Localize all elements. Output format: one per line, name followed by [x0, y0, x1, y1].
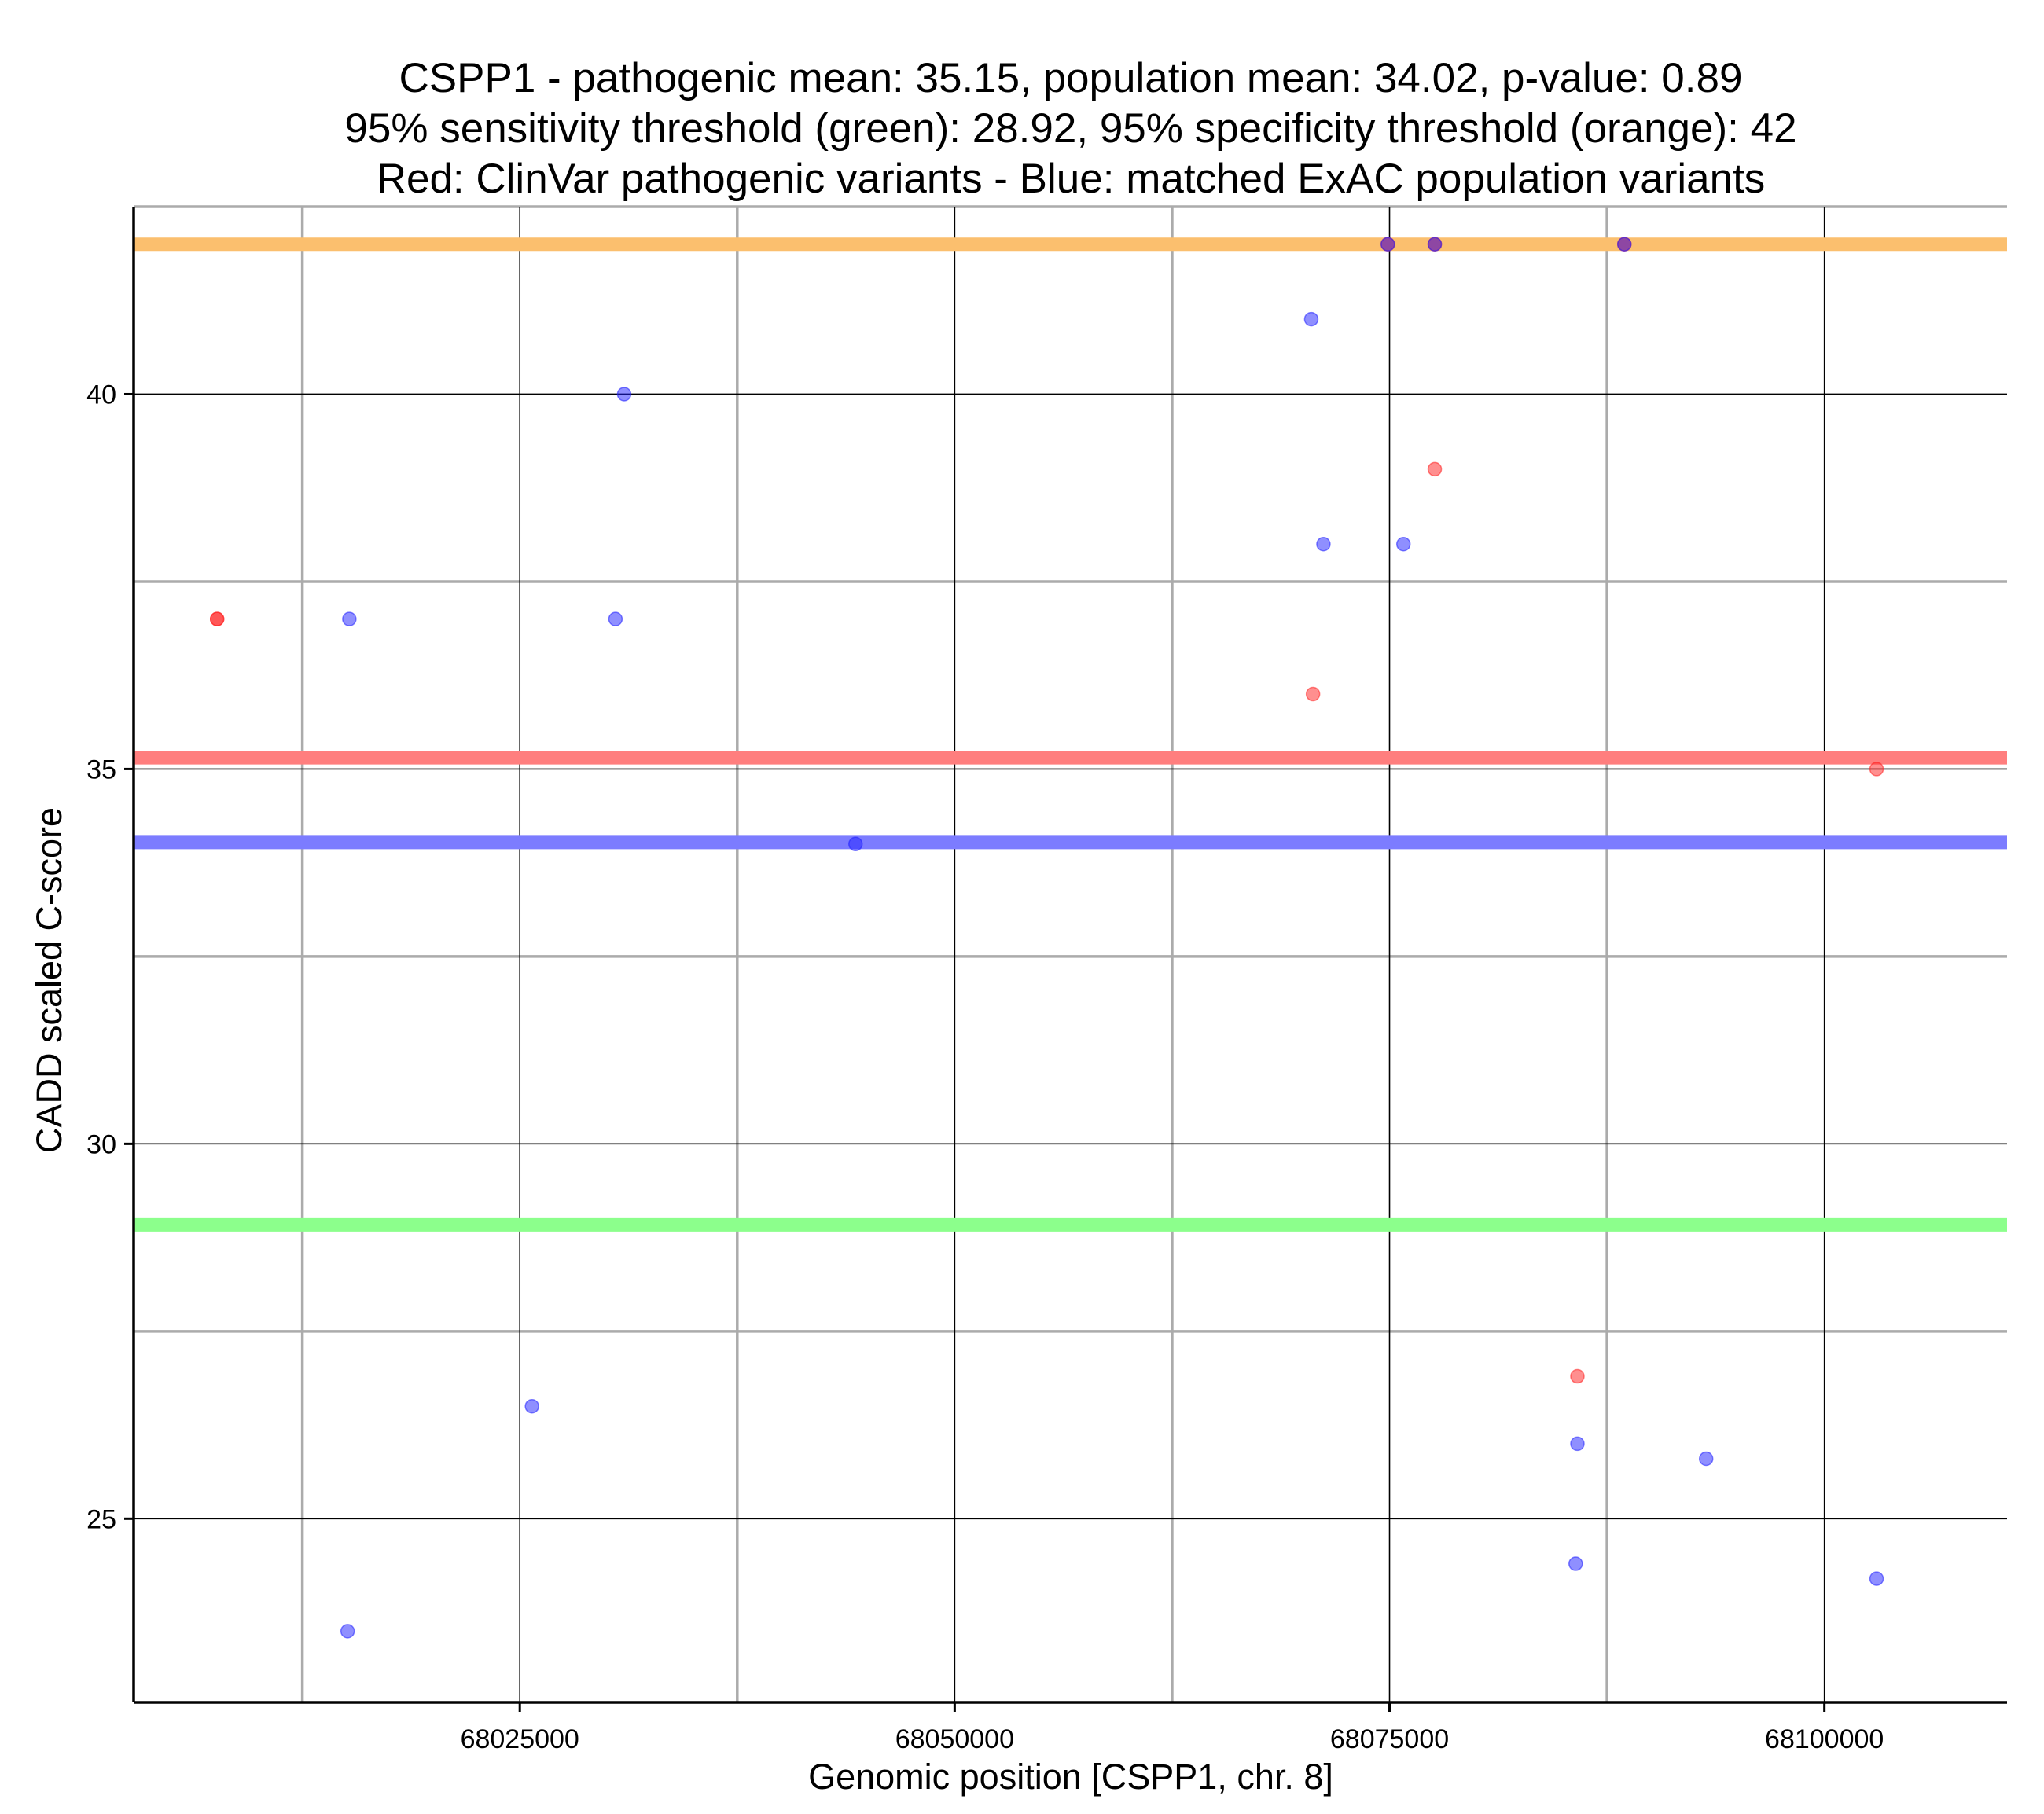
x-tick-label-2: 68075000	[1330, 1724, 1449, 1754]
threshold-lines	[134, 237, 2007, 1232]
population-point-6	[847, 836, 863, 852]
population-point-14	[1869, 1571, 1884, 1586]
population-point-9	[1616, 237, 1632, 252]
population-point-4	[1316, 536, 1331, 552]
pathogenic-point-2	[1427, 461, 1443, 477]
title-line-1: CSPP1 - pathogenic mean: 35.15, populati…	[399, 55, 1743, 101]
y-axis-ticks: 25 30 35 40	[86, 380, 134, 1534]
y-tick-label-2: 35	[86, 755, 116, 784]
x-axis-label: Genomic position [CSPP1, chr. 8]	[808, 1757, 1333, 1797]
population-point-11	[1570, 1436, 1585, 1452]
major-gridlines	[134, 207, 2007, 1702]
data-points	[209, 237, 1884, 1639]
population-point-13	[1568, 1556, 1583, 1571]
population-point-0	[342, 611, 357, 626]
y-tick-label-1: 30	[86, 1129, 116, 1159]
population-point-7	[1380, 237, 1395, 252]
y-tick-label-0: 25	[86, 1504, 116, 1534]
population-point-2	[616, 387, 632, 402]
x-tick-label-1: 68050000	[895, 1724, 1014, 1754]
pathogenic-point-5	[1570, 1368, 1585, 1384]
pathogenic-point-3	[1305, 686, 1321, 702]
x-tick-label-3: 68100000	[1765, 1724, 1884, 1754]
pathogenic-point-4	[1869, 762, 1884, 777]
population-point-1	[608, 611, 623, 626]
population-point-10	[524, 1398, 539, 1414]
y-axis-label: CADD scaled C-score	[29, 807, 69, 1153]
population-point-8	[1427, 237, 1443, 252]
population-point-5	[1395, 536, 1411, 552]
x-axis-ticks: 68025000 68050000 68075000 68100000	[461, 1702, 1884, 1754]
title-line-3: Red: ClinVar pathogenic variants - Blue:…	[377, 156, 1766, 202]
title-line-2: 95% sensitivity threshold (green): 28.92…	[344, 105, 1796, 152]
axes	[132, 207, 2007, 1704]
chart-title: CSPP1 - pathogenic mean: 35.15, populati…	[344, 55, 1796, 202]
population-point-12	[1698, 1451, 1714, 1467]
x-tick-label-0: 68025000	[461, 1724, 579, 1754]
population-point-15	[340, 1624, 355, 1639]
population-point-3	[1303, 311, 1319, 327]
pathogenic-point-1	[209, 611, 225, 626]
minor-gridlines	[134, 205, 2007, 1702]
y-tick-label-3: 40	[86, 380, 116, 409]
